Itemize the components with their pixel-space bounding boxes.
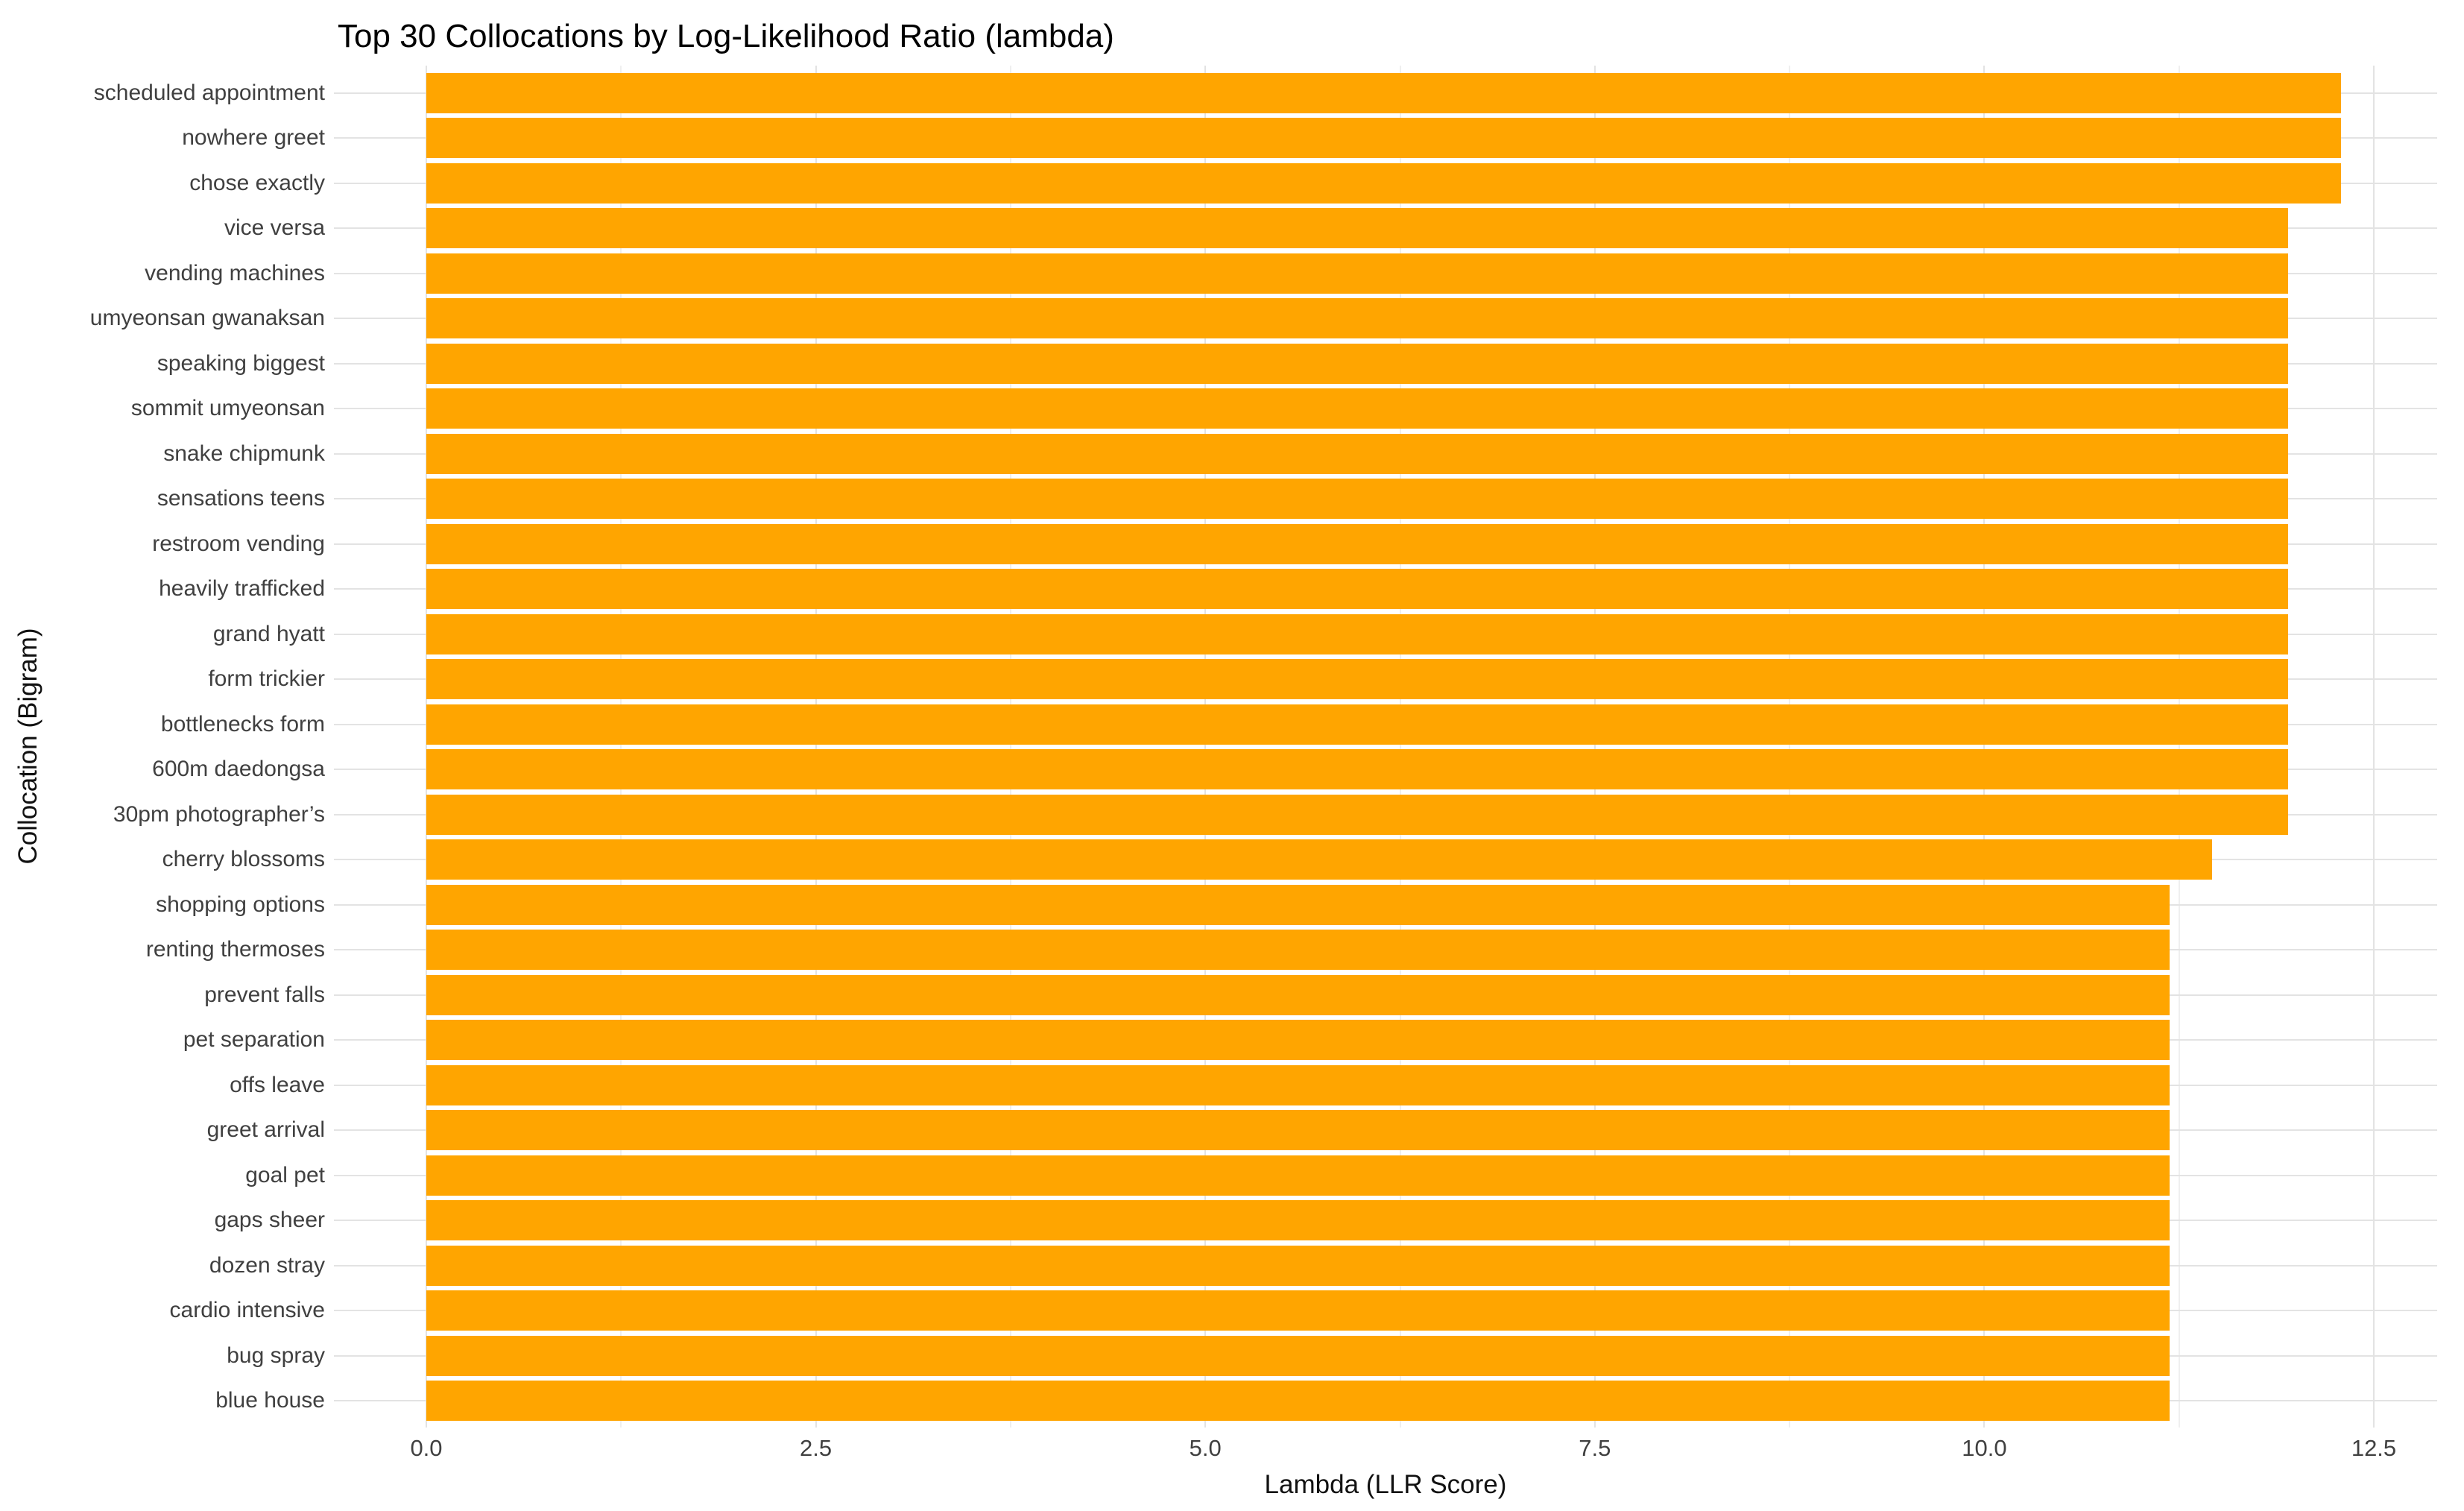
y-tick-label: cardio intensive	[169, 1298, 325, 1323]
y-tick-label: umyeonsan gwanaksan	[89, 306, 325, 331]
major-gridline	[2373, 66, 2375, 1428]
bar-bug-spray	[426, 1335, 2170, 1376]
y-tick-label: pet separation	[183, 1027, 325, 1053]
bar-cherry-blossoms	[426, 839, 2212, 880]
y-tick-label: speaking biggest	[157, 350, 325, 376]
bar-nowhere-greet	[426, 118, 2342, 159]
bar-heavily-trafficked	[426, 569, 2289, 610]
y-tick-label: 600m daedongsa	[152, 757, 325, 782]
minor-gridline	[620, 66, 622, 1428]
y-tick-label: bottlenecks form	[160, 711, 325, 736]
bar-dozen-stray	[426, 1245, 2170, 1286]
y-tick-label: gaps sheer	[214, 1208, 325, 1233]
y-tick-label: form trickier	[208, 666, 325, 692]
minor-gridline	[2178, 66, 2180, 1428]
y-tick-label: heavily trafficked	[159, 576, 325, 602]
x-axis-title: Lambda (LLR Score)	[1264, 1470, 1507, 1499]
bar-30pm-photographer-s	[426, 794, 2289, 835]
y-tick-label: scheduled appointment	[93, 81, 325, 105]
x-tick-label: 7.5	[1579, 1435, 1611, 1461]
x-tick-label: 12.5	[2351, 1435, 2397, 1461]
bar-cardio-intensive	[426, 1290, 2170, 1331]
y-tick-label: goal pet	[245, 1162, 325, 1187]
y-tick-label: blue house	[215, 1388, 325, 1413]
y-tick-label: 30pm photographer’s	[113, 801, 325, 827]
bar-snake-chipmunk	[426, 433, 2289, 474]
bar-pet-separation	[426, 1020, 2170, 1061]
chart-title: Top 30 Collocations by Log-Likelihood Ra…	[338, 18, 1114, 54]
major-gridline	[815, 66, 817, 1428]
y-tick-label: shopping options	[156, 892, 325, 917]
y-tick-label: chose exactly	[189, 170, 325, 195]
bar-vice-versa	[426, 208, 2289, 249]
bar-greet-arrival	[426, 1110, 2170, 1151]
minor-gridline	[1789, 66, 1791, 1428]
x-tick-label: 5.0	[1189, 1435, 1222, 1461]
y-tick-label: offs leave	[230, 1072, 325, 1097]
major-gridline	[1593, 66, 1596, 1428]
x-tick-label: 2.5	[800, 1435, 833, 1461]
y-tick-label: dozen stray	[209, 1252, 325, 1278]
bar-speaking-biggest	[426, 343, 2289, 384]
bar-vending-machines	[426, 253, 2289, 294]
major-gridline	[426, 66, 427, 1428]
y-tick-label: vending machines	[145, 260, 325, 286]
bar-restroom-vending	[426, 523, 2289, 564]
plot-area	[334, 66, 2437, 1428]
y-tick-label: restroom vending	[152, 531, 325, 556]
y-tick-label: renting thermoses	[145, 937, 325, 962]
bar-scheduled-appointment	[426, 73, 2342, 113]
bar-prevent-falls	[426, 974, 2170, 1015]
bar-goal-pet	[426, 1155, 2170, 1196]
y-tick-label: prevent falls	[204, 982, 325, 1007]
y-tick-label: cherry blossoms	[162, 847, 325, 872]
bar-grand-hyatt	[426, 613, 2289, 654]
y-tick-label: snake chipmunk	[163, 441, 325, 466]
bar-sensations-teens	[426, 479, 2289, 520]
bar-chose-exactly	[426, 163, 2342, 204]
major-gridline	[1983, 66, 1986, 1428]
bar-600m-daedongsa	[426, 749, 2289, 790]
bar-bottlenecks-form	[426, 704, 2289, 745]
y-tick-label: vice versa	[224, 215, 325, 241]
bar-shopping-options	[426, 884, 2170, 925]
y-tick-label: sommit umyeonsan	[130, 396, 325, 421]
y-tick-label: sensations teens	[157, 486, 325, 511]
bar-blue-house	[426, 1381, 2170, 1421]
bar-sommit-umyeonsan	[426, 388, 2289, 429]
bar-offs-leave	[426, 1064, 2170, 1105]
x-tick-label: 10.0	[1962, 1435, 2007, 1461]
major-gridline	[1204, 66, 1207, 1428]
bar-renting-thermoses	[426, 930, 2170, 971]
y-tick-label: greet arrival	[206, 1117, 325, 1143]
y-tick-label: nowhere greet	[182, 125, 325, 151]
bar-gaps-sheer	[426, 1200, 2170, 1241]
minor-gridline	[1009, 66, 1011, 1428]
minor-gridline	[1399, 66, 1401, 1428]
x-tick-label: 0.0	[410, 1435, 443, 1461]
bar-form-trickier	[426, 659, 2289, 700]
bar-umyeonsan-gwanaksan	[426, 298, 2289, 339]
y-tick-label: bug spray	[227, 1343, 325, 1368]
y-tick-label: grand hyatt	[212, 621, 325, 646]
